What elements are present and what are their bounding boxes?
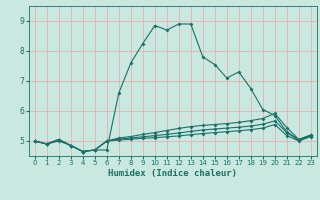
X-axis label: Humidex (Indice chaleur): Humidex (Indice chaleur) [108,169,237,178]
